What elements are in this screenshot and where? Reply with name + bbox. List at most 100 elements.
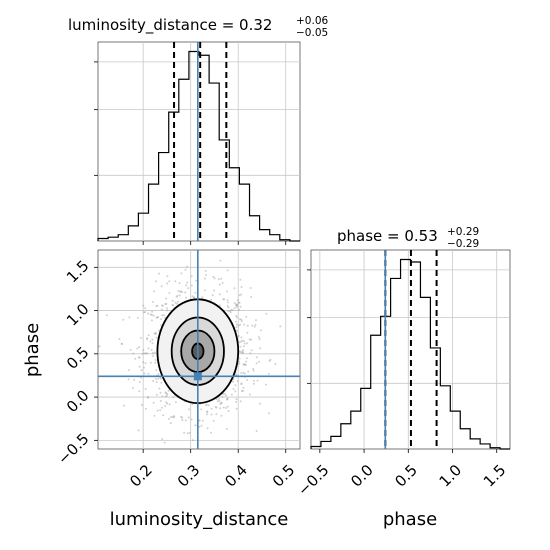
scatter-point (218, 399, 221, 402)
scatter-point (226, 299, 229, 302)
hist-ld-quantiles (173, 42, 228, 241)
scatter-point (239, 351, 242, 354)
scatter-point (155, 316, 158, 319)
scatter-point (252, 367, 255, 370)
scatter-point (141, 352, 144, 355)
scatter-point (170, 416, 172, 418)
scatter-point (166, 282, 169, 285)
scatter-point (233, 287, 236, 290)
scatter-point (176, 302, 179, 305)
scatter-point (240, 372, 243, 374)
scatter-point (230, 308, 233, 311)
scatter-point (236, 306, 238, 309)
scatter-point (147, 372, 150, 375)
scatter-point (210, 407, 213, 410)
scatter-point (164, 391, 167, 394)
scatter-point (241, 351, 244, 354)
scatter-point (241, 339, 244, 342)
scatter-point (166, 275, 169, 278)
panel-2d-xtick-label-0: 0.2 (126, 461, 156, 491)
scatter-point (243, 323, 246, 326)
scatter-point (152, 401, 155, 404)
scatter-point (242, 363, 245, 366)
scatter-point (244, 372, 246, 375)
panel-2d-ytick-label-3: 1.0 (63, 300, 93, 330)
scatter-point (240, 390, 243, 392)
scatter-point (171, 304, 174, 307)
scatter-point (220, 277, 223, 280)
scatter-point (249, 287, 252, 289)
scatter-point (220, 401, 223, 404)
scatter-point (221, 395, 224, 398)
scatter-point (239, 345, 242, 348)
scatter-point (152, 380, 155, 382)
scatter-point (177, 290, 180, 292)
scatter-point (235, 315, 238, 317)
scatter-point (218, 293, 221, 296)
scatter-point (240, 318, 243, 321)
scatter-point (239, 318, 241, 321)
scatter-point (234, 384, 237, 387)
scatter-point (147, 334, 150, 337)
scatter-point (154, 332, 157, 334)
scatter-point (152, 352, 154, 354)
scatter-point (265, 312, 268, 315)
scatter-point (185, 250, 187, 251)
hist-phase-steps (310, 258, 510, 450)
panel-hist-phase: −0.5 0.0 0.5 1.0 1.5 (294, 249, 511, 499)
scatter-point (226, 397, 229, 400)
scatter-point (224, 393, 226, 395)
scatter-point (225, 407, 227, 409)
scatter-point (239, 278, 242, 281)
scatter-point (157, 372, 160, 375)
scatter-point (162, 314, 165, 317)
hist-phase-xtick-label-1: 0.0 (347, 461, 377, 491)
scatter-point (151, 338, 154, 341)
scatter-point (210, 413, 213, 416)
scatter-point (242, 351, 244, 354)
scatter-point (185, 284, 188, 287)
scatter-point (127, 378, 130, 381)
scatter-point (132, 352, 135, 355)
scatter-point (254, 323, 257, 326)
panel-2d-ytick-label-2: 0.5 (63, 343, 93, 373)
scatter-point (165, 395, 167, 398)
scatter-point (245, 360, 248, 363)
scatter-point (200, 424, 203, 427)
scatter-point (217, 397, 220, 400)
scatter-point (226, 398, 229, 400)
scatter-point (252, 382, 255, 385)
scatter-point (269, 358, 272, 361)
scatter-point (168, 292, 171, 295)
scatter-point (187, 416, 190, 419)
scatter-point (165, 401, 168, 404)
scatter-point (236, 303, 239, 306)
scatter-point (250, 349, 253, 352)
scatter-point (236, 299, 239, 302)
scatter-point (153, 414, 156, 417)
scatter-point (216, 400, 219, 403)
scatter-point (206, 427, 209, 430)
scatter-point (231, 309, 234, 312)
scatter-point (144, 362, 147, 365)
scatter-point (152, 314, 155, 317)
scatter-point (156, 316, 159, 319)
scatter-point (138, 390, 141, 393)
scatter-point (206, 411, 208, 413)
scatter-point (159, 409, 162, 412)
scatter-point (241, 350, 244, 353)
scatter-point (250, 338, 253, 341)
title-phase-sup: +0.29 (447, 226, 479, 238)
scatter-point (140, 369, 143, 372)
scatter-point (201, 419, 204, 422)
scatter-point (143, 366, 145, 369)
scatter-point (250, 296, 253, 298)
scatter-point (242, 389, 244, 392)
scatter-point (184, 291, 187, 294)
title-luminosity-distance: luminosity_distance = 0.32 (68, 16, 272, 35)
scatter-point (217, 278, 220, 281)
scatter-point (173, 416, 176, 419)
scatter-point (160, 318, 163, 321)
scatter-point (186, 265, 189, 268)
scatter-point (185, 296, 187, 299)
